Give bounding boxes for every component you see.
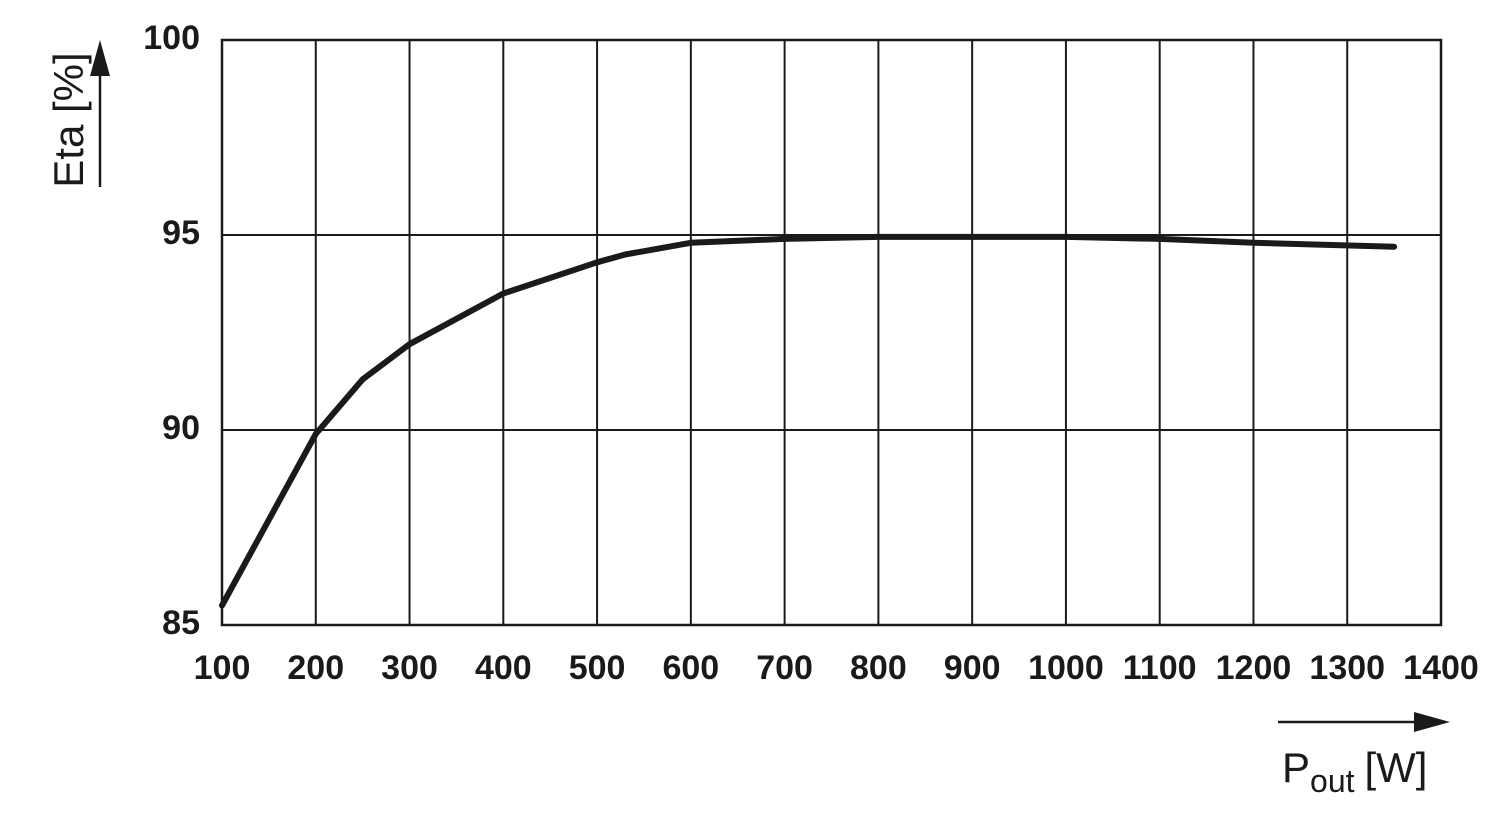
x-tick-label: 1100 bbox=[1123, 649, 1197, 687]
x-axis-label: Pout [W] bbox=[1282, 744, 1427, 799]
x-tick-label: 500 bbox=[569, 649, 626, 687]
x-tick-label: 900 bbox=[944, 649, 1001, 687]
y-tick-label: 85 bbox=[162, 604, 200, 642]
x-label-main: P bbox=[1282, 744, 1310, 791]
data-line bbox=[219, 233, 1398, 609]
y-tick-label: 90 bbox=[162, 409, 200, 447]
x-tick-label: 100 bbox=[194, 649, 251, 687]
y-tick-label: 100 bbox=[143, 19, 200, 57]
y-axis-arrowhead bbox=[90, 40, 110, 76]
x-tick-label: 600 bbox=[662, 649, 719, 687]
plot-frame bbox=[220, 38, 1443, 627]
x-tick-label: 1300 bbox=[1309, 649, 1385, 687]
y-axis-label: Eta [%] bbox=[45, 52, 92, 187]
x-tick-label: 200 bbox=[287, 649, 344, 687]
x-tick-label: 300 bbox=[381, 649, 438, 687]
x-tick-label: 800 bbox=[850, 649, 907, 687]
x-tick-label: 400 bbox=[475, 649, 532, 687]
y-tick-label: 95 bbox=[162, 214, 200, 252]
x-label-sub: out bbox=[1310, 763, 1355, 799]
x-tick-label: 700 bbox=[756, 649, 813, 687]
x-tick-label: 1000 bbox=[1028, 649, 1104, 687]
x-tick-label: 1200 bbox=[1216, 649, 1292, 687]
x-tick-label: 1400 bbox=[1403, 649, 1479, 687]
x-label-unit: [W] bbox=[1365, 744, 1428, 791]
x-axis-arrowhead bbox=[1414, 712, 1450, 732]
